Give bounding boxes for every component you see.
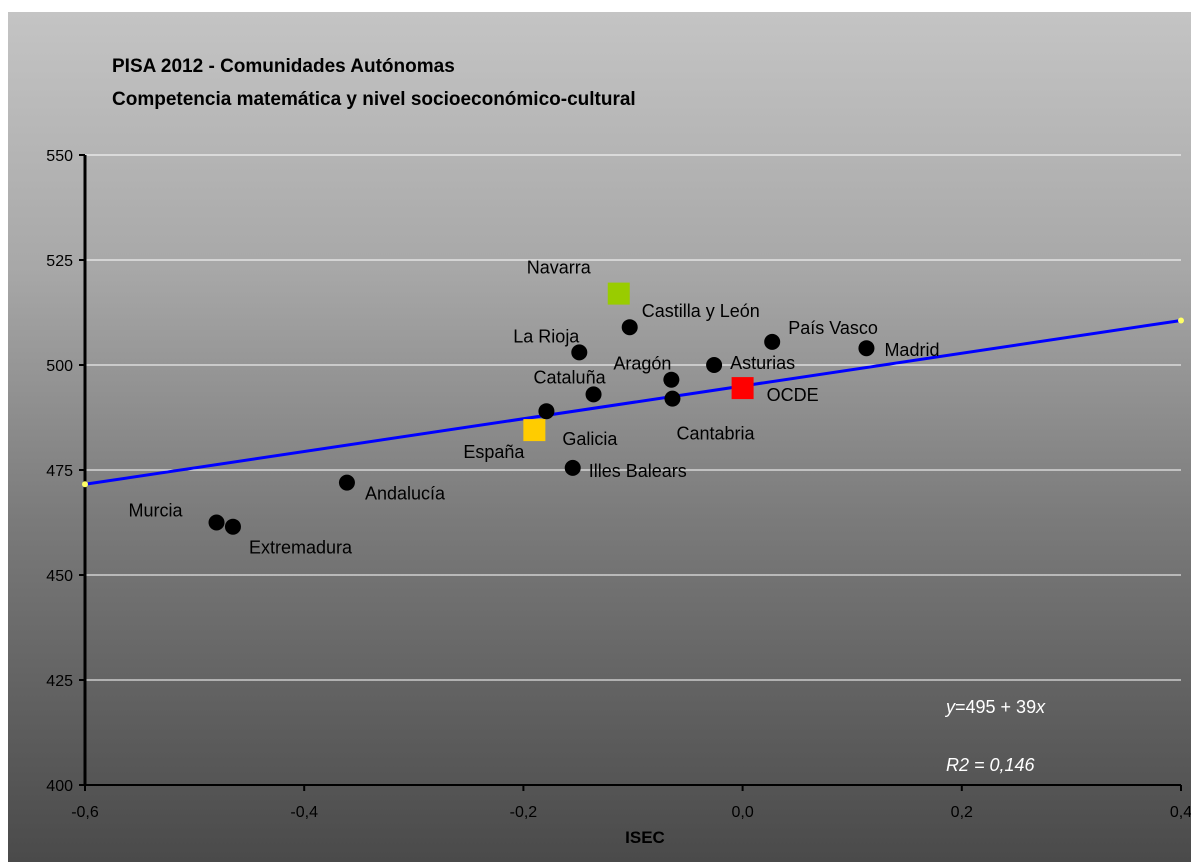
data-point	[224, 518, 241, 535]
data-point-label: Extremadura	[249, 538, 353, 558]
x-tick-label: -0,4	[290, 804, 318, 821]
y-tick-label: 425	[46, 673, 73, 690]
data-point-label: Illes Balears	[589, 461, 687, 481]
data-point-square	[523, 419, 546, 442]
equation-label: y=495 + 39x	[944, 697, 1046, 717]
data-point-label: Cantabria	[676, 424, 755, 444]
chart-subtitle: Competencia matemática y nivel socioecon…	[112, 89, 636, 110]
data-point	[585, 386, 602, 403]
data-point-label: Aragón	[613, 354, 671, 374]
y-tick-label: 550	[46, 148, 73, 165]
data-point	[621, 319, 638, 336]
data-point-label: OCDE	[767, 385, 819, 405]
data-point-label: Castilla y León	[642, 301, 760, 321]
x-tick-label: 0,0	[731, 804, 753, 821]
trendline-end-marker	[1178, 317, 1184, 324]
trendline-end-marker	[82, 481, 88, 488]
chart-area: PISA 2012 - Comunidades Autónomas Compet…	[8, 12, 1191, 862]
data-point-label: País Vasco	[788, 318, 878, 338]
data-point	[538, 403, 555, 420]
data-point	[664, 390, 681, 407]
y-tick-label: 475	[46, 463, 73, 480]
data-point	[208, 514, 225, 531]
data-point	[858, 340, 875, 357]
data-point-label: Navarra	[527, 258, 592, 278]
data-point	[564, 459, 581, 476]
data-point-label: Murcia	[129, 501, 184, 521]
y-tick-label: 400	[46, 778, 73, 795]
scatter-plot: 400 425 450 475 500 525 550 -0,6 -0,4 -0,2 0,0 0,2 0…	[46, 148, 1191, 847]
data-point	[663, 371, 680, 388]
data-point-label: Cataluña	[534, 367, 607, 387]
y-tick-label: 500	[46, 358, 73, 375]
x-tick-label: 0,2	[951, 804, 973, 821]
data-point-label: La Rioja	[513, 326, 580, 346]
trendline	[84, 318, 1182, 486]
x-tick-label: -0,2	[510, 804, 538, 821]
y-tick-label: 450	[46, 568, 73, 585]
data-point-square	[607, 282, 630, 305]
chart-title: PISA 2012 - Comunidades Autónomas	[112, 56, 455, 77]
y-tick-label: 525	[46, 253, 73, 270]
data-point-square	[731, 377, 754, 400]
data-point-label: España	[463, 442, 525, 462]
data-point	[706, 357, 723, 373]
data-point	[571, 344, 588, 361]
x-tick-label: -0,6	[71, 804, 99, 821]
data-point	[764, 333, 781, 350]
r2-label: R2 = 0,146	[946, 755, 1036, 775]
data-point-label: Madrid	[884, 340, 939, 360]
data-point-label: Andalucía	[365, 484, 446, 504]
data-point-label: Galicia	[562, 429, 618, 449]
data-point	[338, 474, 355, 491]
x-axis-title: ISEC	[625, 828, 665, 847]
data-point-label: Asturias	[730, 353, 795, 373]
x-tick-label: 0,4	[1170, 804, 1191, 821]
